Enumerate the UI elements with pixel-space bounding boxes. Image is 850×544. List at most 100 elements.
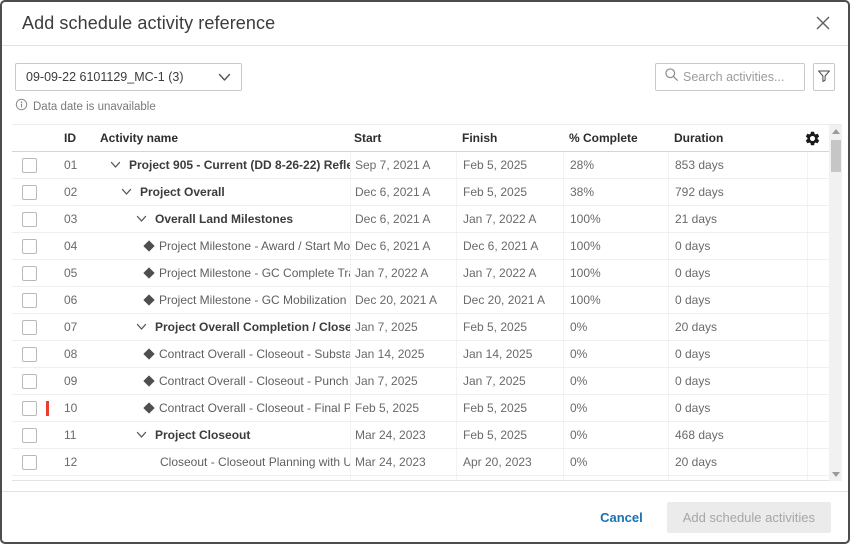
table-row[interactable]: 13 Closeout - Closeout Documents (O&M, W… bbox=[12, 476, 842, 480]
table-row[interactable]: 12 Closeout - Closeout Planning with UO … bbox=[12, 449, 842, 476]
row-checkbox[interactable] bbox=[22, 427, 37, 443]
row-complete: 0% bbox=[563, 341, 668, 367]
header-id[interactable]: ID bbox=[64, 131, 76, 145]
header-finish[interactable]: Finish bbox=[462, 131, 498, 145]
row-activity-name: Project Overall Completion / Closeout La… bbox=[155, 320, 350, 334]
row-activity-name: Project 905 - Current (DD 8-26-22) Refle… bbox=[129, 158, 350, 172]
table-row[interactable]: 01 Project 905 - Current (DD 8-26-22) Re… bbox=[12, 152, 842, 179]
activities-table: ID Activity name Start Finish % Complete… bbox=[12, 124, 842, 481]
scroll-down-arrow[interactable] bbox=[829, 468, 842, 481]
table-row[interactable]: 10 Contract Overall - Closeout - Final P… bbox=[12, 395, 842, 422]
row-checkbox-cell bbox=[12, 319, 54, 335]
row-checkbox-cell bbox=[12, 454, 54, 470]
row-duration: 0 days bbox=[668, 395, 808, 421]
row-duration: 468 days bbox=[668, 422, 808, 448]
table-row[interactable]: 05 Project Milestone - GC Complete Trans… bbox=[12, 260, 842, 287]
chevron-down-icon[interactable] bbox=[135, 213, 147, 225]
row-name-wrap: Project Milestone - GC Complete Transmit… bbox=[100, 266, 350, 280]
table-row[interactable]: 08 Contract Overall - Closeout - Substan… bbox=[12, 341, 842, 368]
row-activity-name-cell: Project Overall bbox=[100, 185, 350, 199]
header-activity-name[interactable]: Activity name bbox=[100, 131, 179, 145]
table-row[interactable]: 02 Project Overall Dec 6, 2021 A Feb 5, … bbox=[12, 179, 842, 206]
row-checkbox[interactable] bbox=[22, 346, 37, 362]
cancel-button[interactable]: Cancel bbox=[600, 509, 643, 525]
header-duration[interactable]: Duration bbox=[674, 131, 724, 145]
dialog-footer: Cancel Add schedule activities bbox=[2, 491, 848, 542]
row-complete: 100% bbox=[563, 260, 668, 286]
row-finish: Feb 5, 2025 bbox=[456, 422, 563, 448]
close-button[interactable] bbox=[813, 14, 833, 34]
table-row[interactable]: 11 Project Closeout Mar 24, 2023 Feb 5, … bbox=[12, 422, 842, 449]
row-finish: Feb 5, 2025 bbox=[456, 314, 563, 340]
row-checkbox[interactable] bbox=[22, 292, 37, 308]
chevron-down-icon[interactable] bbox=[135, 429, 147, 441]
schedule-select[interactable]: 09-09-22 6101129_MC-1 (3) bbox=[15, 63, 242, 91]
row-activity-name: Contract Overall - Closeout - Punch List… bbox=[159, 374, 350, 388]
row-id: 06 bbox=[64, 293, 78, 307]
row-activity-name: Project Closeout bbox=[155, 428, 251, 442]
row-duration: 0 days bbox=[668, 368, 808, 394]
table-row[interactable]: 09 Contract Overall - Closeout - Punch L… bbox=[12, 368, 842, 395]
header-complete[interactable]: % Complete bbox=[569, 131, 638, 145]
row-duration: 20 days bbox=[668, 314, 808, 340]
row-name-wrap: Contract Overall - Closeout - Punch List… bbox=[100, 374, 350, 388]
chevron-down-icon[interactable] bbox=[109, 159, 121, 171]
table-body: 01 Project 905 - Current (DD 8-26-22) Re… bbox=[12, 152, 842, 480]
filter-button[interactable] bbox=[813, 63, 835, 91]
row-id: 07 bbox=[64, 320, 78, 334]
row-start: Jan 14, 2025 bbox=[350, 341, 456, 367]
search-icon bbox=[656, 67, 683, 87]
row-finish: Feb 5, 2025 bbox=[456, 152, 563, 178]
row-name-wrap: Project Overall bbox=[100, 185, 350, 199]
row-checkbox[interactable] bbox=[22, 184, 37, 200]
add-schedule-activities-button[interactable]: Add schedule activities bbox=[666, 501, 831, 533]
dialog-toolbar: 09-09-22 6101129_MC-1 (3) Data date is u… bbox=[2, 47, 848, 124]
chevron-down-icon[interactable] bbox=[120, 186, 132, 198]
chevron-down-icon[interactable] bbox=[135, 321, 147, 333]
row-activity-name-cell: Project Milestone - GC Complete Transmit… bbox=[100, 266, 350, 280]
gear-icon bbox=[804, 131, 821, 150]
search-input[interactable] bbox=[683, 64, 804, 90]
row-id: 11 bbox=[64, 428, 77, 442]
row-complete: 100% bbox=[563, 233, 668, 259]
row-activity-name: Project Overall bbox=[140, 185, 225, 199]
row-checkbox[interactable] bbox=[22, 454, 37, 470]
row-activity-name-cell: Closeout - Closeout Planning with UO bbox=[100, 455, 350, 469]
row-duration: 792 days bbox=[668, 179, 808, 205]
row-checkbox[interactable] bbox=[22, 238, 37, 254]
row-complete: 0% bbox=[563, 368, 668, 394]
scrollbar-thumb[interactable] bbox=[830, 140, 841, 172]
row-complete: 38% bbox=[563, 179, 668, 205]
row-name-wrap: Overall Land Milestones bbox=[100, 212, 350, 226]
vertical-scrollbar[interactable] bbox=[829, 125, 842, 481]
row-activity-name: Project Milestone - Award / Start Mobili… bbox=[159, 239, 350, 253]
scroll-up-arrow[interactable] bbox=[829, 125, 842, 138]
row-activity-name-cell: Project 905 - Current (DD 8-26-22) Refle… bbox=[100, 158, 350, 172]
table-row[interactable]: 03 Overall Land Milestones Dec 6, 2021 A… bbox=[12, 206, 842, 233]
table-row[interactable]: 04 Project Milestone - Award / Start Mob… bbox=[12, 233, 842, 260]
row-activity-name-cell: Project Overall Completion / Closeout La… bbox=[100, 320, 350, 334]
row-complete: 0% bbox=[563, 476, 668, 480]
row-checkbox-cell bbox=[12, 373, 54, 389]
row-start: Jan 7, 2022 A bbox=[350, 260, 456, 286]
diamond-icon bbox=[143, 402, 155, 414]
row-checkbox[interactable] bbox=[22, 157, 37, 173]
row-checkbox-cell bbox=[12, 400, 54, 416]
row-checkbox[interactable] bbox=[22, 373, 37, 389]
table-row[interactable]: 07 Project Overall Completion / Closeout… bbox=[12, 314, 842, 341]
row-finish: Feb 5, 2025 bbox=[456, 395, 563, 421]
column-settings-button[interactable] bbox=[804, 130, 821, 147]
header-start[interactable]: Start bbox=[354, 131, 382, 145]
row-checkbox-cell bbox=[12, 184, 54, 200]
row-activity-name-cell: Overall Land Milestones bbox=[100, 212, 350, 226]
row-checkbox[interactable] bbox=[22, 319, 37, 335]
row-name-wrap: Project Milestone - GC Mobilization Comp… bbox=[100, 293, 350, 307]
row-name-wrap: Contract Overall - Closeout - Substantia… bbox=[100, 347, 350, 361]
row-checkbox[interactable] bbox=[22, 265, 37, 281]
row-checkbox[interactable] bbox=[22, 400, 37, 416]
row-start: Feb 5, 2025 bbox=[350, 395, 456, 421]
table-row[interactable]: 06 Project Milestone - GC Mobilization C… bbox=[12, 287, 842, 314]
row-start: Dec 6, 2021 A bbox=[350, 206, 456, 232]
row-activity-name-cell: Contract Overall - Closeout - Final Proj… bbox=[100, 401, 350, 415]
row-checkbox[interactable] bbox=[22, 211, 37, 227]
